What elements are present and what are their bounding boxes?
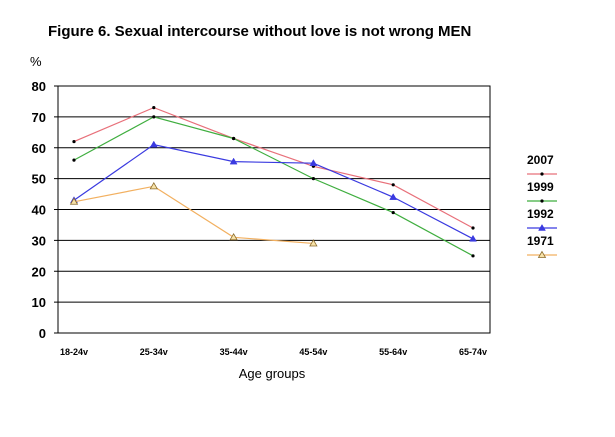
legend-marker-1999 — [540, 199, 544, 203]
y-tick-label: 50 — [32, 172, 46, 187]
y-tick-label: 20 — [32, 264, 46, 279]
y-tick-label: 0 — [39, 326, 46, 341]
x-tick-label: 25-34v — [140, 347, 168, 357]
data-point-1971 — [69, 197, 79, 205]
data-point-2007 — [391, 183, 395, 187]
legend: 2007 1999 1992 1971 — [527, 153, 557, 258]
y-tick-label: 70 — [32, 110, 46, 125]
y-tick-label: 80 — [32, 79, 46, 94]
data-point-1999 — [232, 136, 236, 141]
data-point-1992 — [389, 193, 398, 200]
data-point-1971 — [229, 232, 238, 241]
plot-area: 0 10 20 30 40 50 60 70 80 18-24v 25-34v 35-44v 45-54… — [32, 79, 491, 357]
legend-label-1971: 1971 — [527, 234, 554, 248]
series-line-2007 — [73, 106, 474, 229]
x-tick-label: 35-44v — [220, 347, 248, 357]
y-tick-label: 60 — [32, 141, 46, 156]
data-point-1999 — [152, 115, 156, 119]
data-point-1999 — [391, 210, 395, 215]
data-point-2007 — [152, 106, 156, 110]
y-tick-label: 10 — [32, 295, 46, 310]
data-point-2007 — [72, 139, 76, 144]
series-line-1992 — [73, 144, 474, 240]
y-tick-label: 30 — [32, 233, 46, 248]
legend-marker-1971 — [537, 250, 547, 258]
y-tick-label: 40 — [32, 203, 46, 218]
legend-label-1999: 1999 — [527, 180, 554, 194]
data-point-1999 — [311, 177, 315, 181]
data-point-1999 — [72, 158, 76, 162]
legend-label-2007: 2007 — [527, 153, 554, 167]
data-point-2007 — [471, 226, 475, 230]
x-tick-label: 55-64v — [379, 347, 407, 357]
x-tick-label: 65-74v — [459, 347, 487, 357]
data-point-1999 — [471, 254, 475, 258]
data-point-1992 — [149, 140, 158, 148]
y-axis-unit: % — [30, 54, 42, 69]
x-axis-title: Age groups — [239, 366, 306, 381]
series-line-1999 — [73, 116, 474, 257]
legend-marker-2007 — [540, 172, 544, 176]
data-point-1971 — [149, 182, 158, 190]
series-line-1971 — [73, 185, 314, 245]
legend-marker-1992 — [538, 224, 546, 231]
data-point-1992 — [229, 157, 238, 165]
x-tick-label: 18-24v — [60, 347, 88, 357]
data-point-1971 — [309, 239, 318, 247]
chart-title: Figure 6. Sexual intercourse without lov… — [48, 23, 471, 40]
legend-label-1992: 1992 — [527, 207, 554, 221]
data-point-1992 — [469, 234, 477, 242]
x-tick-label: 45-54v — [299, 347, 327, 357]
data-point-1992 — [309, 159, 318, 166]
